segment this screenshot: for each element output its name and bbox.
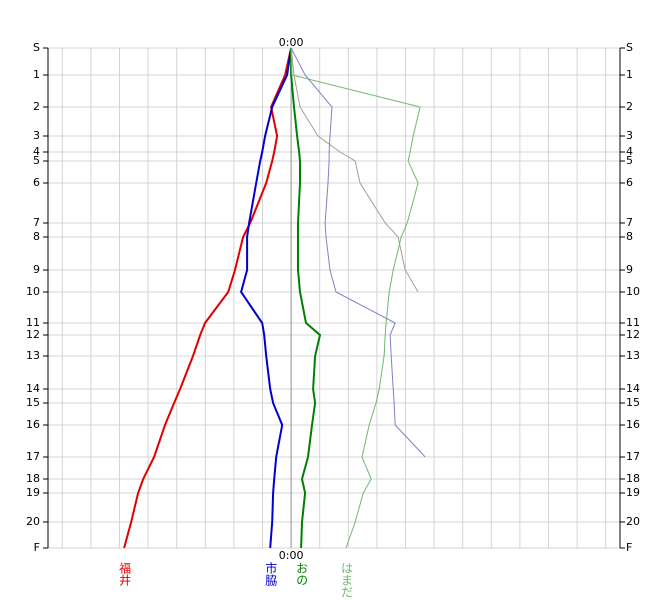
y-tick-label: 6: [33, 176, 40, 189]
y-tick-label: 2: [33, 100, 40, 113]
y-tick-label: 8: [33, 230, 40, 243]
y-tick-label: 5: [33, 154, 40, 167]
series-label: 市脇: [264, 561, 278, 587]
y-tick-label: 13: [26, 349, 40, 362]
y-tick-label: 9: [626, 263, 633, 276]
x-tick-label: 0:00: [279, 549, 304, 562]
series-label: 福井: [118, 561, 132, 587]
y-tick-label: 5: [626, 154, 633, 167]
y-tick-label: 19: [26, 486, 40, 499]
y-tick-label: 16: [26, 418, 40, 431]
y-tick-label: 17: [626, 450, 640, 463]
series-line: [290, 47, 421, 549]
y-tick-label: 16: [626, 418, 640, 431]
series-label: はまだ: [340, 562, 354, 598]
y-tick-label: 3: [626, 129, 633, 142]
y-tick-label: 9: [33, 263, 40, 276]
y-tick-label: 4: [33, 145, 40, 158]
series-line: [290, 48, 322, 549]
y-tick-label: 10: [626, 285, 640, 298]
series-line: [290, 47, 426, 458]
y-tick-label: 18: [26, 472, 40, 485]
y-tick-label: 2: [626, 100, 633, 113]
y-tick-label: 11: [26, 316, 40, 329]
y-tick-label: 14: [626, 382, 640, 395]
y-tick-label: 7: [33, 216, 40, 229]
series-line: [240, 47, 293, 549]
y-tick-label: 14: [26, 382, 40, 395]
y-tick-label: F: [34, 541, 40, 554]
y-tick-label: 1: [626, 68, 633, 81]
y-tick-label: 3: [33, 129, 40, 142]
y-tick-label: 11: [626, 316, 640, 329]
y-tick-label: S: [626, 41, 633, 54]
series-label: おの: [295, 562, 309, 586]
y-tick-label: 19: [626, 486, 640, 499]
y-tick-label: 18: [626, 472, 640, 485]
y-tick-label: 4: [626, 145, 633, 158]
y-tick-label: 20: [626, 515, 640, 528]
y-tick-label: 20: [26, 515, 40, 528]
y-tick-label: 15: [26, 396, 40, 409]
series-line: [123, 47, 293, 549]
y-tick-label: 6: [626, 176, 633, 189]
y-tick-label: 7: [626, 216, 633, 229]
y-tick-label: 17: [26, 450, 40, 463]
y-tick-label: 10: [26, 285, 40, 298]
y-tick-label: 12: [626, 328, 640, 341]
x-tick-label: 0:00: [279, 36, 304, 49]
y-tick-label: 13: [626, 349, 640, 362]
y-tick-label: 15: [626, 396, 640, 409]
y-tick-label: 12: [26, 328, 40, 341]
y-tick-label: 1: [33, 68, 40, 81]
series-line: [290, 47, 419, 293]
y-tick-label: 8: [626, 230, 633, 243]
y-tick-label: S: [33, 41, 40, 54]
y-tick-label: F: [626, 541, 632, 554]
